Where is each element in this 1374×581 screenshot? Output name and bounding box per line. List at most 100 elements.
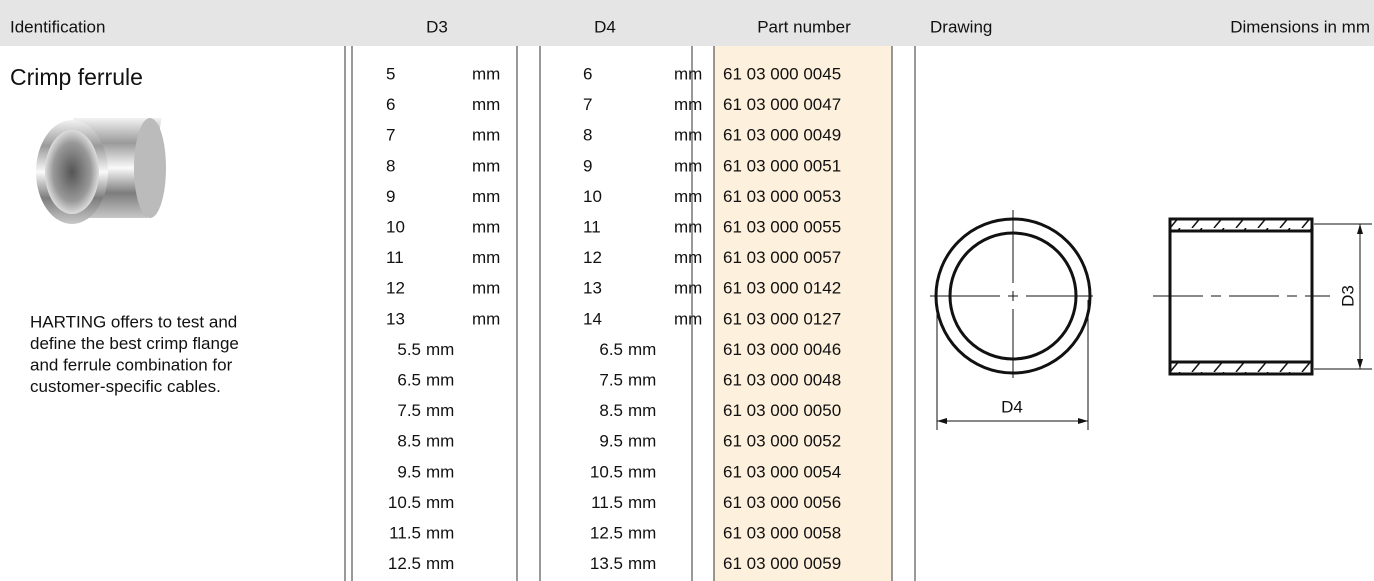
description-line: define the best crimp flange [30,334,239,353]
header-drawing: Drawing [930,17,992,36]
d4-value: 9 [583,156,592,175]
d3-value: 10 [386,217,405,236]
d3-value: 12 [386,279,405,298]
header-identification: Identification [10,17,105,36]
side-view-drawing: D3 [1153,219,1372,374]
d4-unit: mm [674,217,702,236]
header-d4: D4 [594,17,616,36]
d4-value: 11 [583,217,601,236]
d3-value: 6 [386,95,395,114]
d4-label: D4 [1001,397,1023,416]
d4-value: 13 [583,279,602,298]
d3-value: 9.5 [397,462,421,481]
d3-unit: mm [426,401,454,420]
d4-unit: mm [628,523,656,542]
d4-unit: mm [628,493,656,512]
d4-unit: mm [628,370,656,389]
d3-value: 13 [386,309,405,328]
d4-unit: mm [674,187,702,206]
d3-unit: mm [426,523,454,542]
d4-value: 10.5 [590,462,623,481]
header-part-number: Part number [757,17,851,36]
d4-value: 12.5 [590,523,623,542]
part-number: 61 03 000 0048 [723,370,841,389]
d4-value: 6 [583,64,592,83]
d4-unit: mm [628,340,656,359]
d3-value: 12.5 [388,554,421,573]
part-number: 61 03 000 0052 [723,432,841,451]
d4-unit: mm [628,432,656,451]
d4-unit: mm [674,309,702,328]
d3-value: 11 [386,248,404,267]
d4-value: 11.5 [591,493,623,512]
product-table-page: Identification D3 D4 Part number Drawing… [0,0,1374,581]
d4-unit: mm [674,95,702,114]
d4-value: 13.5 [590,554,623,573]
d4-unit: mm [628,554,656,573]
d3-unit: mm [472,217,500,236]
d4-value: 12 [583,248,602,267]
header-d3: D3 [426,17,448,36]
d3-unit: mm [472,126,500,145]
description-line: and ferrule combination for [30,355,233,374]
d3-value: 6.5 [397,370,421,389]
header-band [0,0,1374,46]
part-number: 61 03 000 0057 [723,248,841,267]
part-number: 61 03 000 0056 [723,493,841,512]
part-number: 61 03 000 0053 [723,187,841,206]
description-line: customer-specific cables. [30,377,221,396]
d3-unit: mm [472,187,500,206]
d4-value: 7 [583,95,592,114]
d4-unit: mm [674,248,702,267]
d3-value: 5 [386,64,395,83]
d4-value: 9.5 [599,432,623,451]
d3-unit: mm [426,493,454,512]
d4-value: 7.5 [599,370,623,389]
d3-value: 8 [386,156,395,175]
d3-unit: mm [426,554,454,573]
part-number: 61 03 000 0142 [723,279,841,298]
d3-unit: mm [472,156,500,175]
d4-value: 14 [583,309,602,328]
d3-label: D3 [1338,285,1357,307]
d4-value: 10 [583,187,602,206]
d4-unit: mm [674,156,702,175]
d4-unit: mm [674,64,702,83]
part-number: 61 03 000 0058 [723,523,841,542]
front-view-drawing: D4 [930,210,1093,430]
part-number: 61 03 000 0127 [723,309,841,328]
d3-unit: mm [426,462,454,481]
d3-unit: mm [472,248,500,267]
part-number: 61 03 000 0046 [723,340,841,359]
d3-unit: mm [472,64,500,83]
d4-value: 8.5 [599,401,623,420]
part-number: 61 03 000 0055 [723,217,841,236]
header-dimensions: Dimensions in mm [1230,17,1370,36]
d3-unit: mm [426,340,454,359]
part-number: 61 03 000 0051 [723,156,841,175]
d3-value: 8.5 [397,432,421,451]
product-photo [36,118,166,224]
d3-unit: mm [472,309,500,328]
part-number: 61 03 000 0054 [723,462,841,481]
d3-value: 5.5 [397,340,421,359]
d4-value: 8 [583,126,592,145]
d3-value: 7 [386,126,395,145]
part-number: 61 03 000 0049 [723,126,841,145]
d4-unit: mm [674,279,702,298]
d3-unit: mm [426,370,454,389]
description-line: HARTING offers to test and [30,312,237,331]
d4-unit: mm [674,126,702,145]
part-number: 61 03 000 0045 [723,64,841,83]
d4-value: 6.5 [599,340,623,359]
d3-unit: mm [472,95,500,114]
product-name: Crimp ferrule [10,64,143,90]
d4-unit: mm [628,462,656,481]
part-number: 61 03 000 0050 [723,401,841,420]
part-number: 61 03 000 0059 [723,554,841,573]
d3-value: 10.5 [388,493,421,512]
d3-value: 9 [386,187,395,206]
d3-unit: mm [472,279,500,298]
d3-value: 7.5 [397,401,421,420]
part-number: 61 03 000 0047 [723,95,841,114]
